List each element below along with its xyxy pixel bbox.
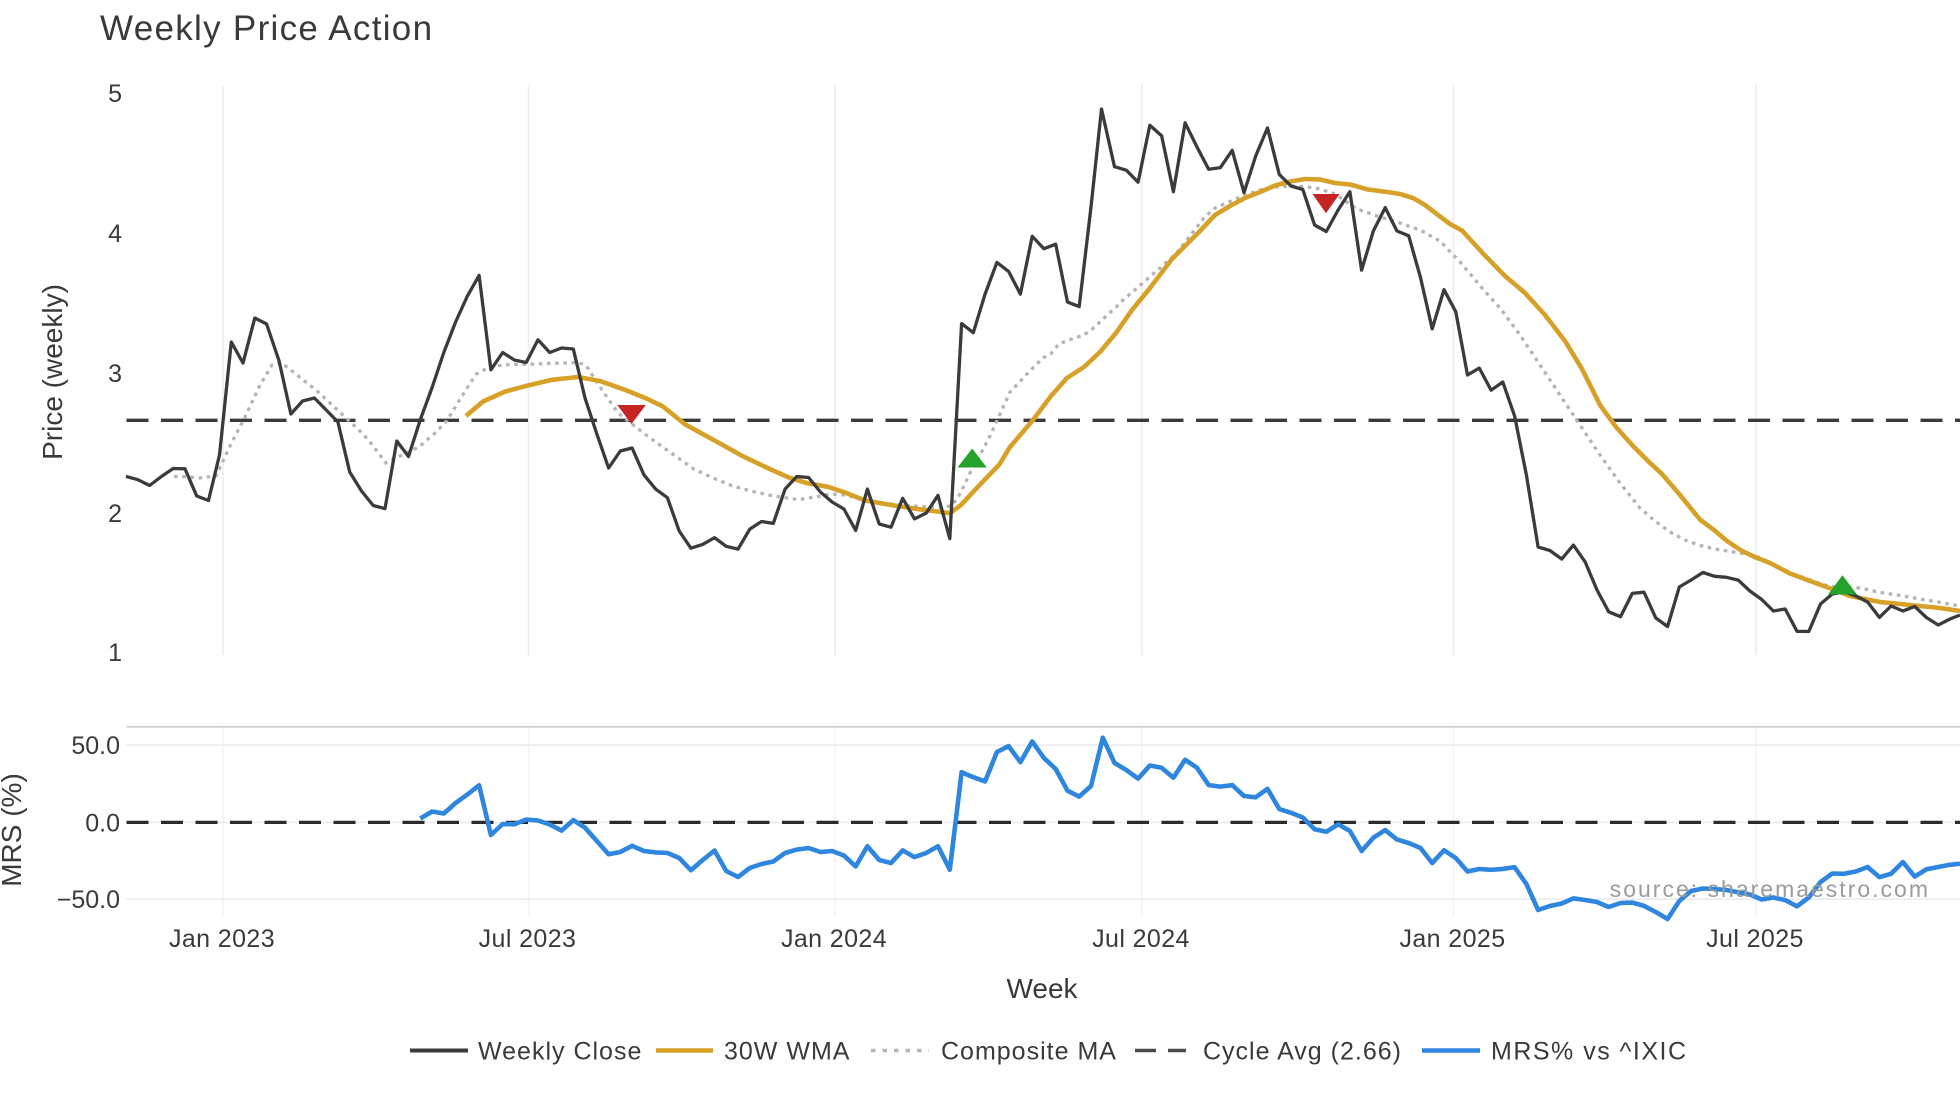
svg-text:50.0: 50.0 xyxy=(71,732,120,760)
svg-text:Jul 2023: Jul 2023 xyxy=(479,925,577,953)
svg-text:MRS% vs ^IXIC: MRS% vs ^IXIC xyxy=(1491,1038,1688,1066)
svg-text:Weekly Price Action: Weekly Price Action xyxy=(100,9,433,48)
svg-text:Price (weekly): Price (weekly) xyxy=(37,284,68,460)
svg-text:Jan 2023: Jan 2023 xyxy=(169,925,275,953)
svg-text:MRS (%): MRS (%) xyxy=(0,773,27,887)
svg-text:source: sharemaestro.com: source: sharemaestro.com xyxy=(1610,876,1930,902)
svg-text:Jul 2025: Jul 2025 xyxy=(1706,925,1804,953)
svg-text:Jul 2024: Jul 2024 xyxy=(1092,925,1190,953)
svg-text:Week: Week xyxy=(1006,973,1078,1004)
svg-text:3: 3 xyxy=(108,360,122,388)
svg-text:Cycle Avg (2.66): Cycle Avg (2.66) xyxy=(1203,1038,1402,1066)
svg-text:4: 4 xyxy=(108,220,122,248)
svg-text:30W WMA: 30W WMA xyxy=(724,1038,850,1066)
svg-text:2: 2 xyxy=(108,500,122,528)
svg-text:Jan 2025: Jan 2025 xyxy=(1399,925,1505,953)
svg-text:Composite MA: Composite MA xyxy=(941,1038,1117,1066)
svg-text:5: 5 xyxy=(108,80,122,108)
svg-text:Jan 2024: Jan 2024 xyxy=(781,925,887,953)
svg-text:1: 1 xyxy=(108,639,122,667)
svg-text:Weekly Close: Weekly Close xyxy=(478,1038,642,1066)
svg-text:−50.0: −50.0 xyxy=(57,886,120,914)
svg-text:0.0: 0.0 xyxy=(85,809,120,837)
